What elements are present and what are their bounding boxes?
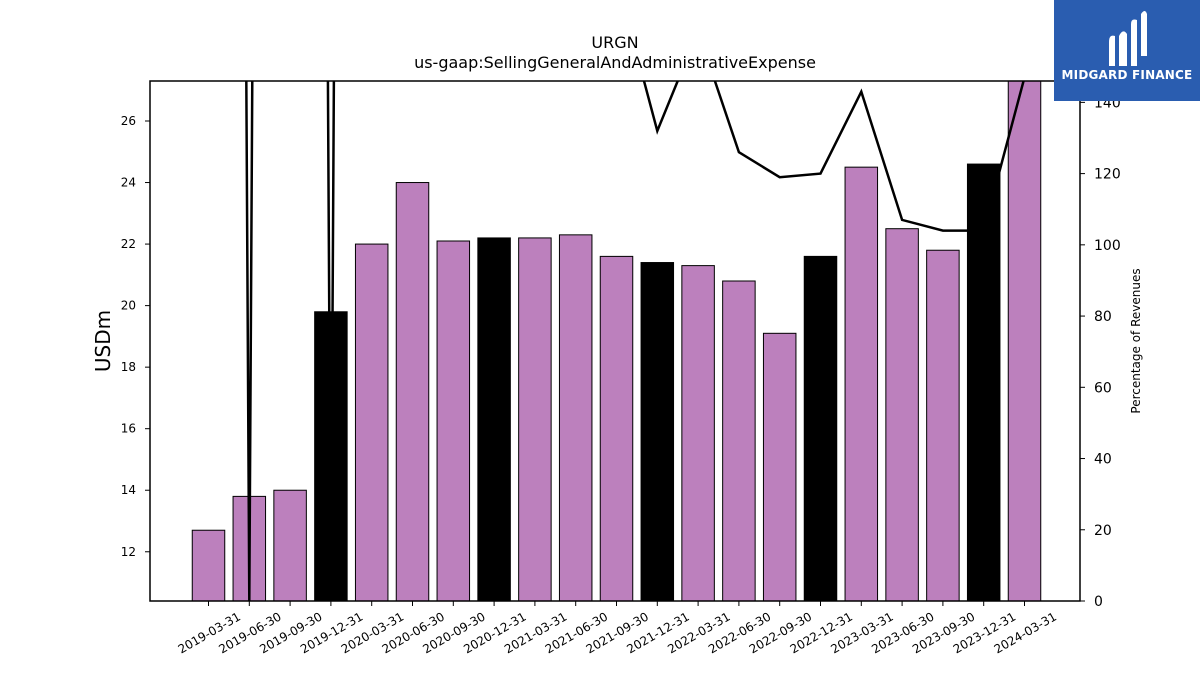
chart-title: URGN: [591, 33, 638, 52]
bar-2024-03-31: [1007, 81, 1042, 601]
bar-2019-03-31: [191, 529, 226, 601]
y-tick-label: 14: [121, 483, 136, 497]
bars-layer: [191, 81, 1042, 601]
y2-tick-label: 20: [1094, 523, 1112, 539]
bar-2023-09-30: [926, 249, 960, 601]
bar-2020-06-30: [395, 182, 430, 601]
y-tick-label: 26: [121, 114, 136, 128]
line-layer: [245, 81, 1025, 601]
y-tick-label: 24: [121, 176, 136, 190]
brand-logo: MIDGARD FINANCE: [1054, 0, 1200, 101]
pct-revenue-line: [245, 81, 1025, 601]
y2-tick-label: 40: [1094, 452, 1112, 468]
bar-2019-09-30: [273, 489, 307, 601]
y2-tick-label: 80: [1094, 309, 1112, 325]
bar-2022-12-31: [803, 255, 838, 601]
bar-2020-09-30: [436, 240, 471, 601]
y-tick-label: 20: [121, 299, 136, 313]
bar-2023-03-31: [844, 166, 879, 601]
bar-2020-12-31: [477, 237, 511, 601]
y2-tick-label: 120: [1094, 167, 1121, 183]
y-tick-label: 16: [121, 422, 136, 436]
midgard-logo-icon: [1109, 11, 1147, 66]
y2-axis-label: Percentage of Revenues: [1129, 268, 1143, 413]
bar-2022-03-31: [681, 265, 715, 601]
bar-2022-06-30: [722, 280, 756, 601]
bar-2023-06-30: [885, 228, 919, 601]
bar-2021-09-30: [599, 255, 634, 601]
y2-tick-label: 60: [1094, 380, 1112, 396]
bar-2021-03-31: [518, 237, 552, 601]
y-tick-label: 12: [121, 545, 136, 559]
y-tick-label: 22: [121, 237, 136, 251]
y2-tick-label: 100: [1094, 238, 1121, 254]
plot-frame: [149, 80, 1081, 602]
bar-2022-09-30: [762, 332, 797, 601]
y2-tick-label: 0: [1094, 594, 1103, 610]
bar-2023-12-31: [966, 163, 1001, 601]
bar-2021-12-31: [640, 262, 675, 601]
y-tick-label: 18: [121, 360, 136, 374]
bar-2021-06-30: [558, 234, 593, 601]
logo-text: MIDGARD FINANCE: [1061, 68, 1193, 82]
bar-2020-03-31: [354, 243, 389, 601]
y-axis-label: USDm: [91, 310, 115, 372]
chart-subtitle: us-gaap:SellingGeneralAndAdministrativeE…: [414, 53, 816, 72]
